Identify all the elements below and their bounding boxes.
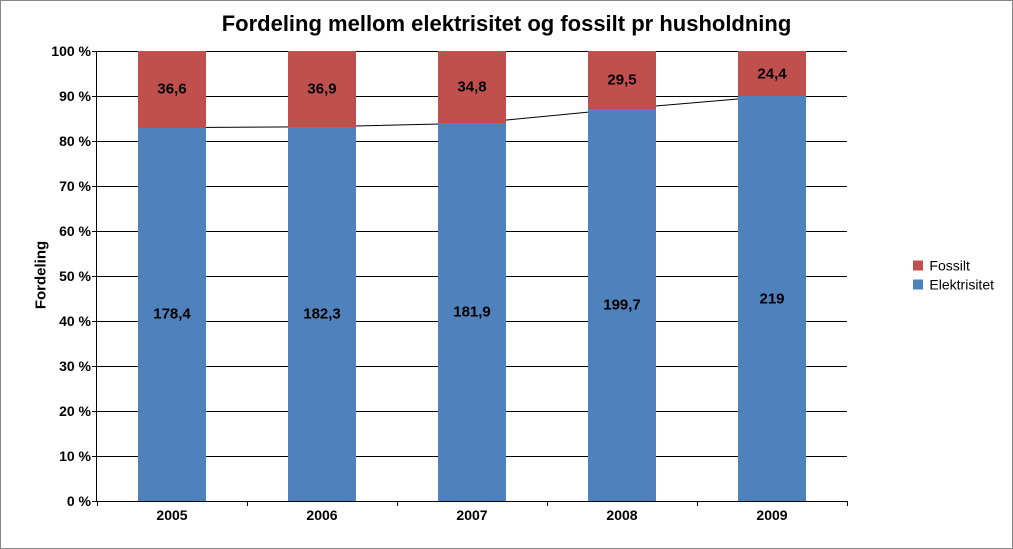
chart-container: Fordeling mellom elektrisitet og fossilt…	[0, 0, 1013, 549]
y-tick-label: 10 %	[59, 448, 91, 464]
bar-segment-fossilt: 24,4	[738, 51, 806, 96]
bar-data-label: 24,4	[757, 65, 786, 82]
x-tick-label: 2009	[756, 507, 787, 523]
y-tick-mark	[92, 321, 97, 322]
y-tick-mark	[92, 456, 97, 457]
y-tick-mark	[92, 186, 97, 187]
legend-item: Fossilt	[913, 257, 994, 273]
y-tick-label: 60 %	[59, 223, 91, 239]
bar-data-label: 219	[759, 290, 784, 307]
x-tick-mark	[697, 501, 698, 506]
y-tick-label: 80 %	[59, 133, 91, 149]
bar-data-label: 199,7	[603, 296, 641, 313]
y-tick-mark	[92, 276, 97, 277]
legend: Fossilt Elektrisitet	[913, 254, 994, 295]
y-tick-mark	[92, 51, 97, 52]
x-tick-label: 2005	[156, 507, 187, 523]
x-tick-label: 2008	[606, 507, 637, 523]
x-tick-mark	[97, 501, 98, 506]
bar-data-label: 182,3	[303, 305, 341, 322]
bar-segment-elektrisitet: 178,4	[138, 128, 206, 501]
y-tick-label: 70 %	[59, 178, 91, 194]
x-tick-mark	[547, 501, 548, 506]
y-tick-label: 20 %	[59, 403, 91, 419]
bar-data-label: 29,5	[607, 71, 636, 88]
bar-segment-elektrisitet: 181,9	[438, 123, 506, 501]
legend-swatch	[913, 279, 923, 289]
bar-segment-fossilt: 34,8	[438, 51, 506, 123]
bar-data-label: 181,9	[453, 304, 491, 321]
x-tick-mark	[847, 501, 848, 506]
y-tick-mark	[92, 96, 97, 97]
x-tick-label: 2006	[306, 507, 337, 523]
y-tick-mark	[92, 366, 97, 367]
bar-segment-elektrisitet: 182,3	[288, 127, 356, 501]
legend-swatch	[913, 260, 923, 270]
y-axis-label: Fordeling	[33, 240, 50, 308]
bar-segment-fossilt: 36,9	[288, 51, 356, 127]
y-tick-mark	[92, 411, 97, 412]
x-tick-mark	[247, 501, 248, 506]
y-tick-label: 100 %	[51, 43, 91, 59]
legend-label: Fossilt	[929, 257, 969, 273]
y-tick-label: 40 %	[59, 313, 91, 329]
bar-data-label: 36,6	[157, 81, 186, 98]
legend-label: Elektrisitet	[929, 276, 994, 292]
y-tick-label: 30 %	[59, 358, 91, 374]
plot-area: 0 %10 %20 %30 %40 %50 %60 %70 %80 %90 %1…	[96, 51, 847, 502]
bar-segment-fossilt: 29,5	[588, 51, 656, 109]
x-tick-mark	[397, 501, 398, 506]
y-tick-label: 0 %	[67, 493, 91, 509]
bar-data-label: 36,9	[307, 80, 336, 97]
y-tick-label: 90 %	[59, 88, 91, 104]
x-tick-label: 2007	[456, 507, 487, 523]
bar-segment-elektrisitet: 219	[738, 96, 806, 501]
y-tick-mark	[92, 231, 97, 232]
bar-segment-fossilt: 36,6	[138, 51, 206, 128]
y-tick-label: 50 %	[59, 268, 91, 284]
chart-title: Fordeling mellom elektrisitet og fossilt…	[1, 11, 1012, 37]
bar-data-label: 34,8	[457, 79, 486, 96]
bar-data-label: 178,4	[153, 306, 191, 323]
y-tick-mark	[92, 141, 97, 142]
bar-segment-elektrisitet: 199,7	[588, 109, 656, 501]
legend-item: Elektrisitet	[913, 276, 994, 292]
